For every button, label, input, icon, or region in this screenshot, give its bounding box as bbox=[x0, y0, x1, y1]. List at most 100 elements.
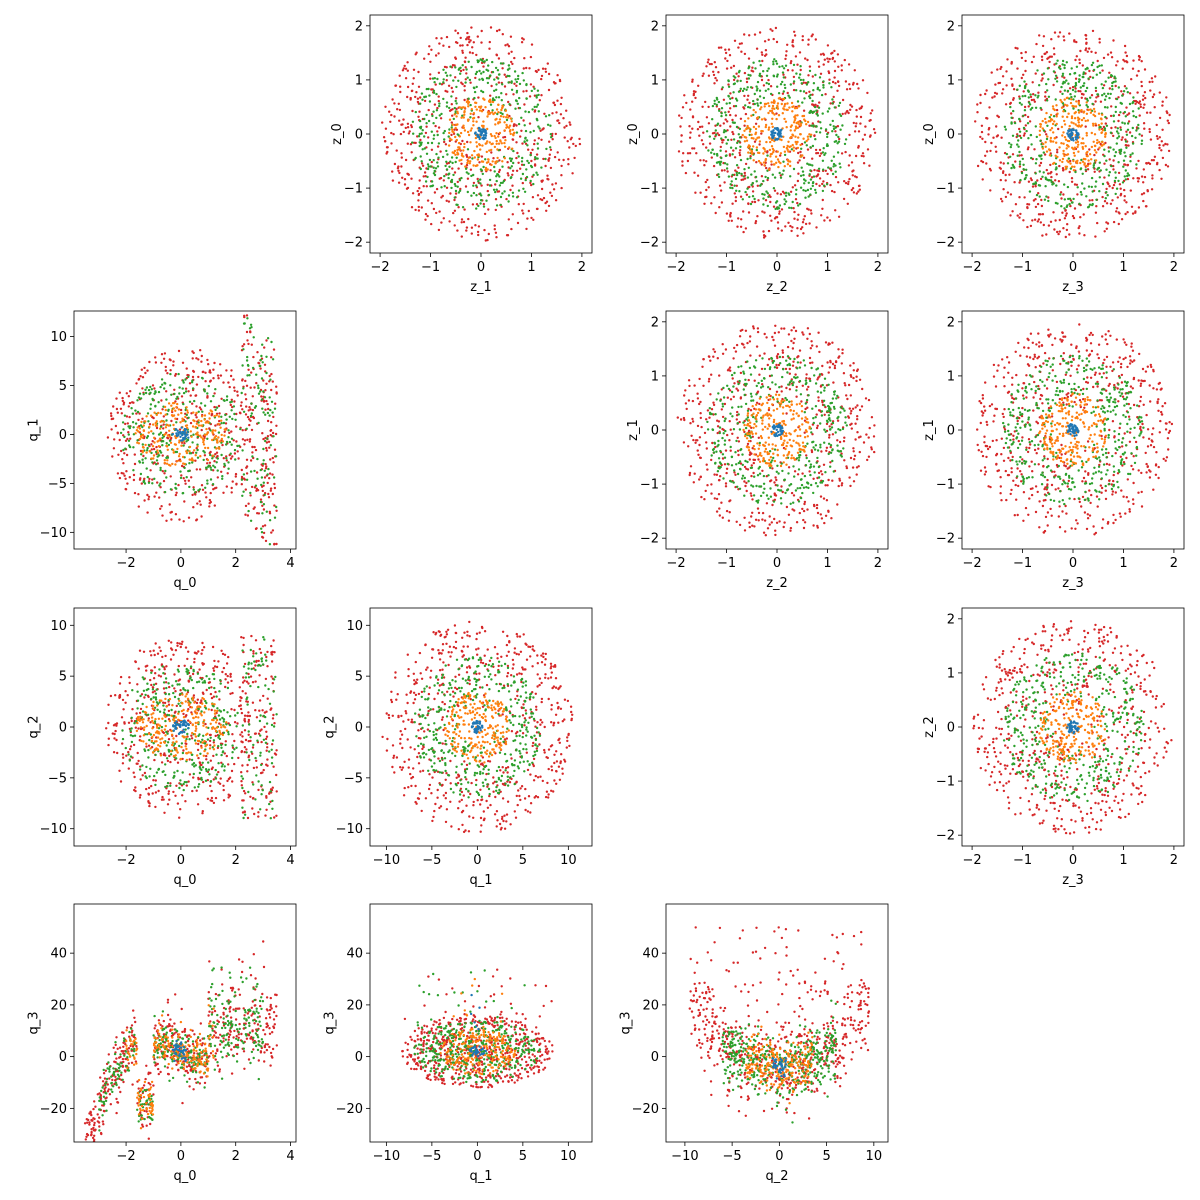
scatter-point-c3 bbox=[489, 26, 493, 29]
scatter-point-c3 bbox=[546, 174, 549, 177]
scatter-point-c3 bbox=[857, 87, 860, 90]
scatter-point-c2 bbox=[759, 101, 762, 105]
scatter-point-c3 bbox=[399, 90, 402, 94]
scatter-point-c3 bbox=[192, 486, 195, 489]
scatter-point-c3 bbox=[1108, 87, 1112, 90]
scatter-point-c3 bbox=[811, 93, 814, 96]
scatter-point-c3 bbox=[791, 44, 794, 47]
scatter-point-c1 bbox=[478, 143, 481, 146]
scatter-point-c3 bbox=[132, 478, 136, 482]
scatter-point-c2 bbox=[197, 421, 200, 424]
scatter-point-c3 bbox=[524, 142, 528, 145]
scatter-point-c3 bbox=[1167, 121, 1171, 125]
scatter-point-c3 bbox=[710, 202, 713, 205]
scatter-point-c3 bbox=[694, 96, 697, 100]
scatter-point-c1 bbox=[199, 434, 202, 437]
scatter-point-c3 bbox=[797, 151, 800, 155]
scatter-point-c3 bbox=[533, 94, 537, 97]
scatter-point-c2 bbox=[515, 196, 519, 199]
scatter-point-c1 bbox=[1097, 112, 1101, 115]
scatter-point-c3 bbox=[1053, 63, 1056, 66]
scatter-point-c2 bbox=[207, 464, 211, 467]
scatter-point-c2 bbox=[750, 183, 753, 187]
scatter-point-c3 bbox=[198, 468, 202, 471]
scatter-point-c1 bbox=[156, 440, 159, 443]
scatter-point-c3 bbox=[263, 524, 267, 527]
scatter-point-c2 bbox=[1106, 92, 1110, 96]
scatter-point-c2 bbox=[1117, 86, 1121, 89]
scatter-point-c2 bbox=[1131, 126, 1135, 130]
scatter-point-c1 bbox=[1038, 133, 1042, 137]
scatter-point-c3 bbox=[251, 451, 254, 454]
scatter-point-c2 bbox=[164, 469, 167, 473]
scatter-point-c2 bbox=[822, 184, 826, 187]
scatter-point-c2 bbox=[510, 176, 513, 179]
scatter-point-c2 bbox=[425, 122, 428, 125]
scatter-point-c3 bbox=[1005, 70, 1008, 73]
scatter-point-c3 bbox=[1038, 164, 1041, 167]
scatter-point-c2 bbox=[1021, 157, 1024, 161]
scatter-point-c3 bbox=[221, 443, 224, 447]
scatter-point-c3 bbox=[170, 419, 173, 423]
scatter-point-c1 bbox=[159, 412, 162, 415]
scatter-point-c1 bbox=[1087, 159, 1090, 162]
scatter-point-c3 bbox=[819, 53, 823, 56]
scatter-point-c3 bbox=[714, 76, 717, 80]
scatter-point-c3 bbox=[1018, 216, 1021, 219]
scatter-point-c3 bbox=[1055, 108, 1059, 112]
scatter-point-c3 bbox=[735, 184, 738, 187]
scatter-point-c3 bbox=[125, 470, 128, 473]
scatter-point-c2 bbox=[273, 407, 277, 410]
scatter-point-c2 bbox=[205, 467, 208, 470]
scatter-point-c3 bbox=[852, 121, 855, 125]
scatter-point-c3 bbox=[260, 395, 263, 398]
scatter-point-c2 bbox=[227, 467, 230, 470]
scatter-point-c3 bbox=[263, 346, 266, 349]
scatter-point-c2 bbox=[1080, 193, 1083, 196]
scatter-point-c3 bbox=[204, 491, 207, 494]
scatter-point-c3 bbox=[402, 118, 405, 121]
scatter-point-c3 bbox=[225, 459, 228, 462]
scatter-point-c3 bbox=[1108, 71, 1111, 75]
scatter-point-c0 bbox=[480, 128, 483, 131]
scatter-point-c2 bbox=[268, 543, 272, 546]
scatter-point-c3 bbox=[1152, 93, 1156, 96]
scatter-point-c3 bbox=[1156, 137, 1159, 140]
scatter-point-c3 bbox=[732, 149, 735, 152]
scatter-point-c3 bbox=[1135, 74, 1139, 77]
scatter-point-c2 bbox=[741, 198, 744, 201]
scatter-point-c2 bbox=[1072, 107, 1075, 110]
scatter-point-c2 bbox=[473, 96, 476, 100]
scatter-point-c3 bbox=[126, 422, 129, 425]
scatter-point-c2 bbox=[147, 420, 150, 423]
scatter-point-c3 bbox=[244, 513, 247, 516]
scatter-point-c2 bbox=[735, 99, 739, 102]
scatter-point-c3 bbox=[855, 176, 858, 179]
scatter-point-c1 bbox=[470, 108, 473, 111]
scatter-point-c2 bbox=[275, 505, 278, 509]
scatter-point-c2 bbox=[452, 173, 455, 177]
scatter-point-c3 bbox=[764, 235, 767, 238]
scatter-point-c3 bbox=[853, 69, 856, 72]
scatter-point-c3 bbox=[847, 111, 850, 115]
scatter-point-c3 bbox=[551, 138, 554, 141]
scatter-point-c0 bbox=[771, 135, 774, 139]
scatter-point-c3 bbox=[195, 447, 198, 450]
scatter-point-c1 bbox=[806, 135, 810, 138]
scatter-point-c2 bbox=[537, 110, 540, 113]
scatter-point-c2 bbox=[1074, 81, 1078, 85]
scatter-point-c2 bbox=[466, 190, 469, 194]
scatter-point-c2 bbox=[1074, 90, 1077, 93]
scatter-point-c3 bbox=[1018, 196, 1021, 199]
scatter-point-c3 bbox=[540, 77, 543, 81]
scatter-point-c1 bbox=[193, 419, 196, 423]
scatter-point-c3 bbox=[1054, 179, 1057, 182]
scatter-point-c3 bbox=[500, 205, 503, 208]
scatter-point-c1 bbox=[1089, 162, 1092, 165]
scatter-point-c0 bbox=[484, 134, 488, 137]
scatter-point-c3 bbox=[426, 214, 429, 218]
scatter-point-c1 bbox=[789, 136, 792, 140]
scatter-point-c2 bbox=[428, 100, 432, 103]
x-tick-label: −1 bbox=[421, 260, 440, 275]
scatter-point-c3 bbox=[760, 132, 763, 135]
